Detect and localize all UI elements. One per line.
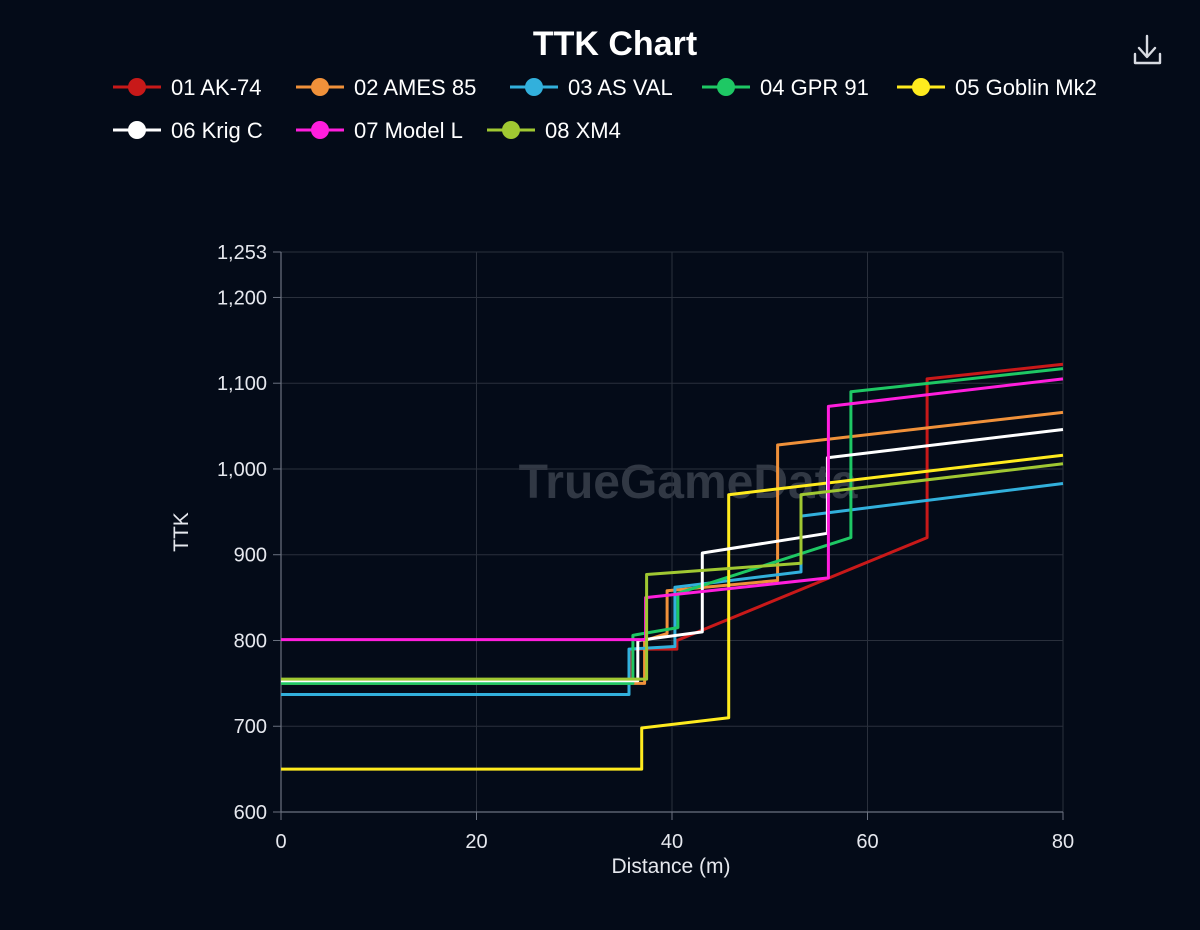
legend-label: 02 AMES 85 bbox=[354, 75, 476, 100]
legend-label: 08 XM4 bbox=[545, 118, 621, 143]
chart-title: TTK Chart bbox=[533, 25, 697, 63]
legend-marker bbox=[311, 78, 329, 96]
series-line bbox=[281, 377, 1064, 642]
legend-item[interactable]: 01 AK-74 bbox=[113, 75, 262, 100]
legend: 01 AK-74 02 AMES 85 03 AS VAL 04 GPR 91 05 G… bbox=[113, 75, 1097, 143]
y-tick-label: 600 bbox=[234, 802, 267, 824]
legend-marker bbox=[128, 78, 146, 96]
y-tick-label: 1,000 bbox=[217, 459, 267, 481]
legend-label: 03 AS VAL bbox=[568, 75, 673, 100]
x-tick-label: 40 bbox=[661, 831, 683, 853]
legend-marker bbox=[128, 121, 146, 139]
y-tick-label: 1,200 bbox=[217, 287, 267, 309]
download-icon bbox=[1133, 34, 1162, 65]
series-line bbox=[281, 462, 1064, 681]
x-tick-label: 20 bbox=[465, 831, 487, 853]
legend-item[interactable]: 08 XM4 bbox=[487, 118, 621, 143]
series-line bbox=[281, 410, 1064, 685]
x-axis-label: Distance (m) bbox=[611, 855, 730, 878]
legend-marker bbox=[525, 78, 543, 96]
legend-label: 06 Krig C bbox=[171, 118, 263, 143]
y-tick-label: 1,100 bbox=[217, 373, 267, 395]
x-axis: 0 20 40 60 80 bbox=[275, 811, 1074, 853]
legend-marker bbox=[717, 78, 735, 96]
legend-item[interactable]: 05 Goblin Mk2 bbox=[897, 75, 1097, 100]
grid bbox=[280, 251, 1064, 813]
y-axis-label: TTK bbox=[170, 512, 193, 552]
series-layer bbox=[281, 362, 1064, 771]
y-tick-label: 1,253 bbox=[217, 242, 267, 264]
legend-marker bbox=[502, 121, 520, 139]
legend-label: 01 AK-74 bbox=[171, 75, 262, 100]
y-axis: 600 700 800 900 1,000 1,100 1,200 1,253 bbox=[217, 242, 282, 824]
y-tick-label: 900 bbox=[234, 545, 267, 567]
legend-item[interactable]: 07 Model L bbox=[296, 118, 463, 143]
legend-marker bbox=[311, 121, 329, 139]
y-tick-label: 700 bbox=[234, 716, 267, 738]
x-tick-label: 0 bbox=[275, 831, 286, 853]
series-line bbox=[281, 453, 1064, 771]
series-line bbox=[281, 367, 1064, 685]
legend-label: 05 Goblin Mk2 bbox=[955, 75, 1097, 100]
legend-item[interactable]: 03 AS VAL bbox=[510, 75, 673, 100]
legend-label: 04 GPR 91 bbox=[760, 75, 869, 100]
legend-label: 07 Model L bbox=[354, 118, 463, 143]
legend-item[interactable]: 02 AMES 85 bbox=[296, 75, 476, 100]
y-tick-label: 800 bbox=[234, 630, 267, 652]
watermark: TrueGameData bbox=[519, 456, 858, 509]
legend-marker bbox=[912, 78, 930, 96]
legend-item[interactable]: 04 GPR 91 bbox=[702, 75, 869, 100]
x-tick-label: 80 bbox=[1052, 831, 1074, 853]
download-button[interactable] bbox=[1133, 34, 1162, 65]
legend-item[interactable]: 06 Krig C bbox=[113, 118, 263, 143]
x-tick-label: 60 bbox=[856, 831, 878, 853]
